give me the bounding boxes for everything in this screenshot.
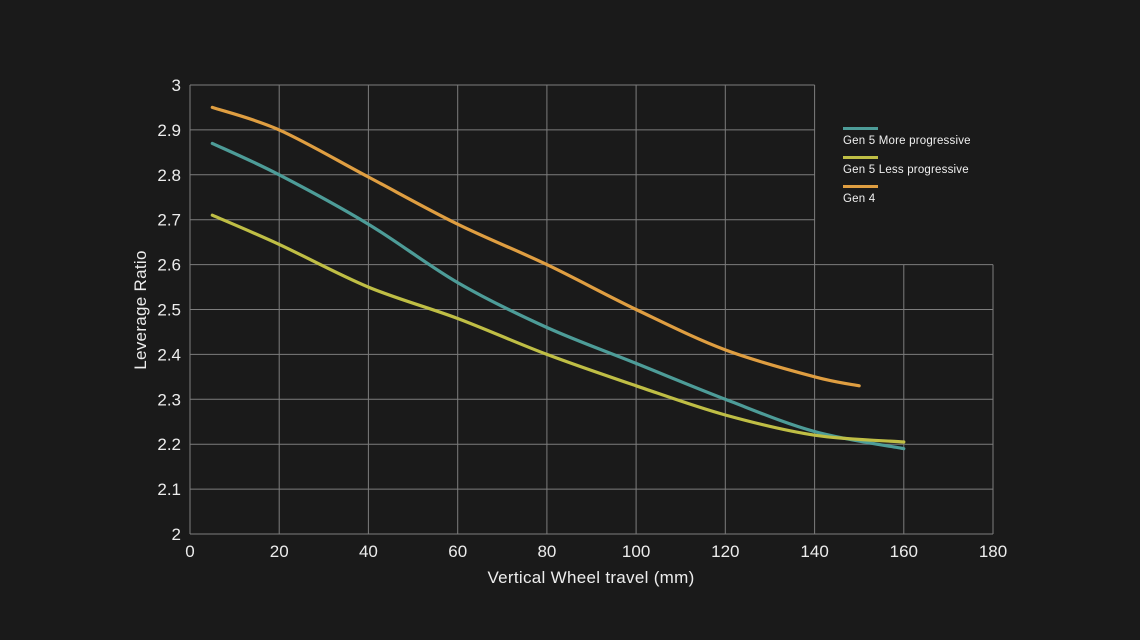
x-tick-label: 80	[537, 542, 556, 561]
y-tick-label: 2	[172, 525, 181, 544]
legend-item-gen-5-more-progressive: Gen 5 More progressive	[843, 127, 971, 148]
y-tick-labels: 3 2.9 2.8 2.7 2.6 2.5 2.4 2.3 2.2 2.1 2	[157, 76, 181, 544]
x-axis-title: Vertical Wheel travel (mm)	[487, 568, 695, 587]
legend-item-gen-5-less-progressive: Gen 5 Less progressive	[843, 156, 971, 177]
y-tick-label: 2.4	[157, 345, 181, 364]
legend-swatch	[843, 185, 878, 188]
y-axis-title: Leverage Ratio	[131, 250, 150, 370]
legend-swatch	[843, 156, 878, 159]
x-tick-label: 0	[185, 542, 194, 561]
y-tick-label: 3	[172, 76, 181, 95]
legend-label: Gen 5 More progressive	[843, 135, 971, 147]
x-tick-label: 120	[711, 542, 739, 561]
legend: Gen 5 More progressive Gen 5 Less progres…	[843, 127, 971, 214]
y-tick-label: 2.1	[157, 480, 181, 499]
y-tick-label: 2.3	[157, 390, 181, 409]
legend-label: Gen 4	[843, 193, 876, 205]
x-tick-label: 40	[359, 542, 378, 561]
series-line-gen-5-more-progressive	[210, 141, 906, 451]
y-tick-label: 2.7	[157, 211, 181, 230]
y-tick-label: 2.2	[157, 435, 181, 454]
y-tick-label: 2.8	[157, 166, 181, 185]
y-tick-label: 2.9	[157, 121, 181, 140]
x-tick-labels: 0 20 40 60 80 100 120 140 160 180	[185, 542, 1007, 561]
legend-swatch	[843, 127, 878, 130]
x-tick-label: 180	[979, 542, 1007, 561]
y-tick-label: 2.5	[157, 301, 181, 320]
series-line-gen-5-less-progressive	[210, 213, 906, 444]
x-tick-label: 140	[800, 542, 828, 561]
y-tick-label: 2.6	[157, 256, 181, 275]
grid-lines	[189, 84, 994, 535]
x-tick-label: 20	[270, 542, 289, 561]
series-line-gen-4	[210, 105, 861, 388]
legend-label: Gen 5 Less progressive	[843, 164, 969, 176]
x-tick-label: 60	[448, 542, 467, 561]
legend-item-gen-4: Gen 4	[843, 185, 971, 206]
x-tick-label: 100	[622, 542, 650, 561]
x-tick-label: 160	[890, 542, 918, 561]
